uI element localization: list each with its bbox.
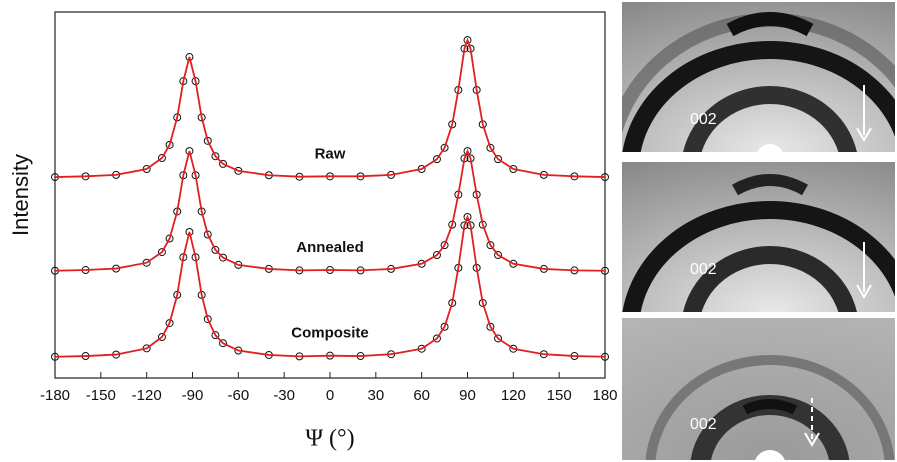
x-tick-label: -60 xyxy=(227,387,249,404)
figure: Intensity Ψ (°) 002 002 002 -180 -150 -120… xyxy=(0,0,897,462)
diffraction-image: 002 xyxy=(622,318,895,462)
image-label: 002 xyxy=(690,261,717,278)
x-tick-label: 60 xyxy=(413,387,430,404)
x-tick-label: 120 xyxy=(501,387,526,404)
x-tick-label: 180 xyxy=(592,387,617,404)
x-tick-label: -120 xyxy=(132,387,162,404)
x-axis-label: Ψ (°) xyxy=(305,426,354,452)
x-tick-label: -30 xyxy=(273,387,295,404)
x-tick-label: -90 xyxy=(182,387,204,404)
x-tick-label: 30 xyxy=(367,387,384,404)
series-label: Composite xyxy=(291,325,369,342)
x-tick-label: 0 xyxy=(326,387,334,404)
image-label: 002 xyxy=(690,111,717,128)
plot-frame xyxy=(55,12,605,378)
image-label: 002 xyxy=(690,416,717,433)
diffraction-image: 002 xyxy=(622,162,897,330)
x-tick-label: -150 xyxy=(86,387,116,404)
x-tick-label: -180 xyxy=(40,387,70,404)
y-axis-label: Intensity xyxy=(8,154,33,236)
series-label: Raw xyxy=(315,145,346,162)
series-label: Annealed xyxy=(296,239,364,256)
x-tick-label: 150 xyxy=(547,387,572,404)
x-tick-label: 90 xyxy=(459,387,476,404)
